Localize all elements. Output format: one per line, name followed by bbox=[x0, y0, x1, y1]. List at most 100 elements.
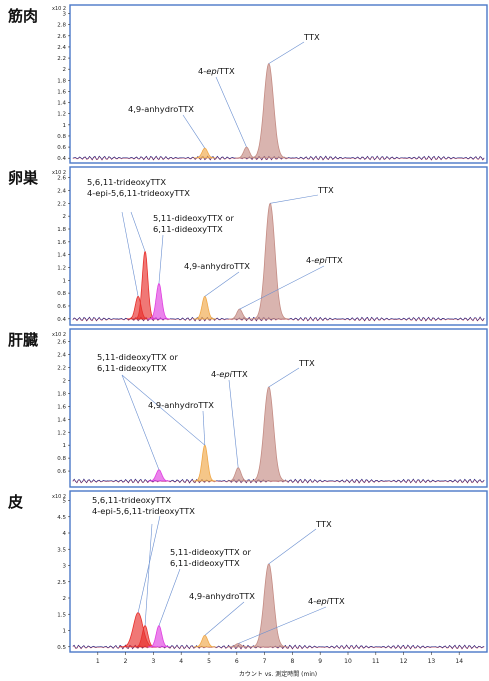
y-tick-label: 0.6 bbox=[57, 145, 66, 151]
peak-annotation: TTX bbox=[303, 32, 320, 42]
x-tick-label: 13 bbox=[428, 658, 436, 665]
y-tick-label: 1 bbox=[63, 278, 67, 284]
leader-line bbox=[204, 271, 240, 297]
leader-line bbox=[215, 76, 247, 148]
y-tick-label: 2.2 bbox=[57, 201, 66, 207]
x-tick-label: 4 bbox=[179, 658, 183, 665]
chart-panel: 卵巣 x10 2 0.4 0.6 0.8 1 1.2 1.4 1.6 1.8 2 2.2 2.4 2.6 5… bbox=[8, 166, 488, 326]
y-tick-label: 3 bbox=[63, 12, 67, 18]
y-tick-label: 1.6 bbox=[57, 89, 66, 95]
y-tick-label: 1.6 bbox=[57, 404, 66, 410]
peak-annotation: 4,9-anhydroTTX bbox=[148, 400, 214, 410]
leader-line bbox=[228, 379, 239, 468]
y-tick-label: 1.8 bbox=[57, 227, 66, 233]
annotation-part: epi bbox=[219, 369, 232, 379]
y-exponent-label: x10 2 bbox=[52, 170, 66, 176]
annotation-part: epi bbox=[206, 66, 219, 76]
y-tick-label: 1.6 bbox=[57, 240, 66, 246]
annotation-part: TTX bbox=[231, 369, 248, 379]
leader-line bbox=[158, 568, 181, 626]
x-tick-label: 7 bbox=[263, 658, 267, 665]
y-exponent-label: x10 2 bbox=[52, 332, 66, 338]
peak-annotation: 4-epi-5,6,11-trideoxyTTX bbox=[87, 188, 190, 198]
y-tick-label: 2.5 bbox=[57, 580, 66, 586]
baseline-trace bbox=[72, 645, 485, 650]
y-tick-label: 2.6 bbox=[57, 340, 66, 346]
y-tick-label: 1 bbox=[63, 629, 67, 635]
y-tick-label: 0.5 bbox=[57, 645, 66, 651]
y-tick-label: 1.4 bbox=[57, 417, 66, 423]
chart-panel: 筋肉 x10 2 0.4 0.6 0.8 1 1.2 1.4 1.6 1.8 2 2.2 2.4 2.6 2… bbox=[7, 4, 488, 164]
annotation-part: 4- bbox=[211, 369, 219, 379]
y-tick-label: 2.4 bbox=[57, 45, 66, 51]
leader-line bbox=[121, 374, 206, 446]
peak-annotation: 4,9-anhydroTTX bbox=[184, 261, 250, 271]
peak-annotation: TTX bbox=[298, 358, 315, 368]
y-tick-label: 0.8 bbox=[57, 134, 66, 140]
leader-line bbox=[182, 114, 206, 149]
leader-line bbox=[144, 523, 153, 626]
y-tick-label: 2.4 bbox=[57, 189, 66, 195]
panel-frame bbox=[69, 328, 488, 488]
y-tick-label: 2.8 bbox=[57, 23, 66, 29]
leader-line bbox=[158, 234, 164, 284]
y-tick-label: 2.4 bbox=[57, 353, 66, 359]
y-tick-label: 1.4 bbox=[57, 101, 66, 107]
leader-line bbox=[239, 265, 325, 310]
panel-frame bbox=[69, 4, 488, 164]
x-axis-label: カウント vs. 測定時間 (min) bbox=[239, 670, 317, 678]
x-tick-label: 5 bbox=[207, 658, 211, 665]
annotation-part: TTX bbox=[326, 255, 343, 265]
y-tick-label: 0.4 bbox=[57, 317, 66, 323]
x-tick-label: 14 bbox=[455, 658, 463, 665]
y-tick-label: 1.2 bbox=[57, 430, 66, 436]
leader-line bbox=[268, 41, 305, 64]
leader-line bbox=[268, 367, 300, 388]
y-tick-label: 1.8 bbox=[57, 78, 66, 84]
y-tick-label: 0.8 bbox=[57, 456, 66, 462]
y-tick-label: 0.6 bbox=[57, 469, 66, 475]
tissue-label: 肝臓 bbox=[8, 331, 38, 349]
y-tick-label: 0.6 bbox=[57, 304, 66, 310]
annotation-part: 4- bbox=[306, 255, 314, 265]
y-tick-label: 3.5 bbox=[57, 547, 66, 553]
chart-panel: 皮 x10 2 0.5 1 1.5 2 2.5 3 3.5 4 4.5 5 5,6,11-trideox… bbox=[8, 490, 488, 653]
tissue-label: 卵巣 bbox=[8, 169, 39, 187]
tissue-label: 皮 bbox=[8, 493, 23, 511]
y-tick-label: 1 bbox=[63, 443, 67, 449]
y-tick-label: 1 bbox=[63, 123, 67, 129]
leader-line bbox=[130, 211, 146, 252]
y-tick-label: 2.6 bbox=[57, 34, 66, 40]
x-tick-label: 11 bbox=[372, 658, 380, 665]
peak-area bbox=[249, 62, 288, 159]
peak-area bbox=[249, 563, 288, 648]
annotation-part: 4- bbox=[198, 66, 206, 76]
y-tick-label: 1.4 bbox=[57, 253, 66, 259]
peak-annotation: 5,6,11-trideoxyTTX bbox=[87, 177, 166, 187]
peak-annotation: 4-epiTTX bbox=[198, 66, 235, 76]
peak-annotation: 5,11-dideoxyTTX or bbox=[153, 213, 234, 223]
leader-line bbox=[268, 528, 317, 565]
y-tick-label: 2 bbox=[63, 214, 67, 220]
peak-area bbox=[193, 147, 216, 159]
y-tick-label: 0.4 bbox=[57, 156, 66, 162]
leader-line bbox=[121, 374, 160, 470]
x-tick-label: 6 bbox=[235, 658, 239, 665]
annotation-part: 4- bbox=[308, 596, 316, 606]
y-tick-label: 2 bbox=[63, 67, 67, 73]
x-tick-label: 9 bbox=[318, 658, 322, 665]
peak-annotation: 4-epiTTX bbox=[211, 369, 248, 379]
peak-annotation: 4,9-anhydroTTX bbox=[189, 591, 255, 601]
annotation-part: epi bbox=[316, 596, 329, 606]
peak-area bbox=[147, 625, 171, 648]
peak-area bbox=[227, 467, 250, 482]
peak-annotation: 6,11-dideoxyTTX bbox=[170, 558, 240, 568]
peak-annotation: TTX bbox=[315, 519, 332, 529]
y-exponent-label: x10 2 bbox=[52, 494, 66, 500]
y-tick-label: 3 bbox=[63, 564, 67, 570]
leader-line bbox=[238, 606, 327, 644]
peak-annotation: 5,6,11-trideoxyTTX bbox=[92, 495, 171, 505]
peak-annotation: TTX bbox=[317, 185, 334, 195]
leader-line bbox=[202, 410, 206, 446]
